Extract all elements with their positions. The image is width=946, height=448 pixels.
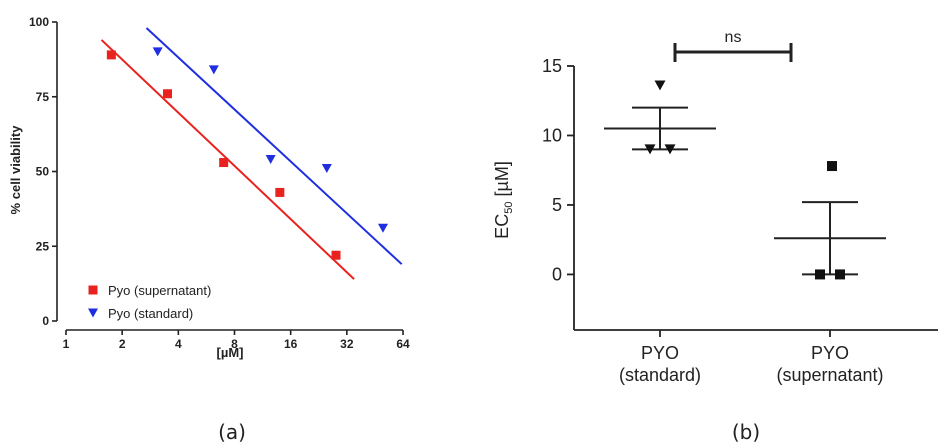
panel-b-data-point [827,161,837,172]
panel-a-x-tick-label: 16 [284,337,298,351]
panel-a-data-point [321,164,332,174]
panel-a-x-axis-title: [µM] [217,345,244,360]
panel-a-y-tick-label: 50 [36,165,50,179]
panel-b-y-tick-label: 5 [552,195,562,215]
panel-a-x-tick-label: 1 [63,337,70,351]
panel-b-data-point [815,269,825,280]
panel-b-label: (b) [732,420,760,444]
panel-b-category-label: (supernatant) [776,365,883,385]
panel-a-x-tick-label: 8 [231,337,238,351]
panel-a-y-tick-label: 100 [29,15,49,29]
panel-a-x-tick-label: 2 [119,337,126,351]
panel-b-category-label: (standard) [619,365,701,385]
panel-a-data-point [152,47,163,57]
panel-a-data-point [275,187,285,197]
panel-a-y-tick-label: 75 [36,90,50,104]
panel-b-y-tick-label: 10 [542,125,562,145]
panel-a-x-tick-label: 32 [340,337,354,351]
panel-a-fit-line [145,27,403,265]
legend-marker [88,285,98,295]
legend-label: Pyo (standard) [108,306,193,321]
panel-a-data-point [163,89,173,99]
panel-b-category-label: PYO [641,343,679,363]
panel-b-y-axis-title: EC50 [µM] [492,161,515,239]
legend-label: Pyo (supernatant) [108,283,211,298]
legend-marker [88,308,98,318]
panel-a-data-point [377,223,388,233]
panel-a-y-axis-title: % cell viability [8,125,23,215]
panel-a-axes: 0 25 50 75 100 1 2 4 8 16 32 64 [29,15,410,351]
panel-b-data-point [654,80,666,91]
panel-b-marks [604,43,886,280]
panel-a-y-tick-label: 0 [42,314,49,328]
significance-label: ns [725,29,742,46]
panel-a-label: (a) [218,420,246,444]
panel-b-data-point [835,269,845,280]
panel-b-data-point [664,144,676,155]
panel-b-category-label: PYO [811,343,849,363]
panel-b-y-tick-label: 15 [542,56,562,76]
panel-a-data-point [106,50,116,60]
panel-b-data-point [644,144,656,155]
panel-a-data-point [219,158,229,168]
panel-a-points [106,47,388,260]
panel-a-data-point [208,65,219,75]
panel-a-y-tick-label: 25 [36,239,50,253]
panel-a-legend: Pyo (supernatant) Pyo (standard) [88,283,211,321]
panel-a-data-point [265,155,276,165]
panel-b-y-tick-label: 0 [552,264,562,284]
panel-a-fit-lines [100,27,403,280]
panel-a-data-point [331,250,341,260]
panel-a-x-tick-label: 4 [175,337,182,351]
panel-a-x-tick-label: 64 [396,337,410,351]
